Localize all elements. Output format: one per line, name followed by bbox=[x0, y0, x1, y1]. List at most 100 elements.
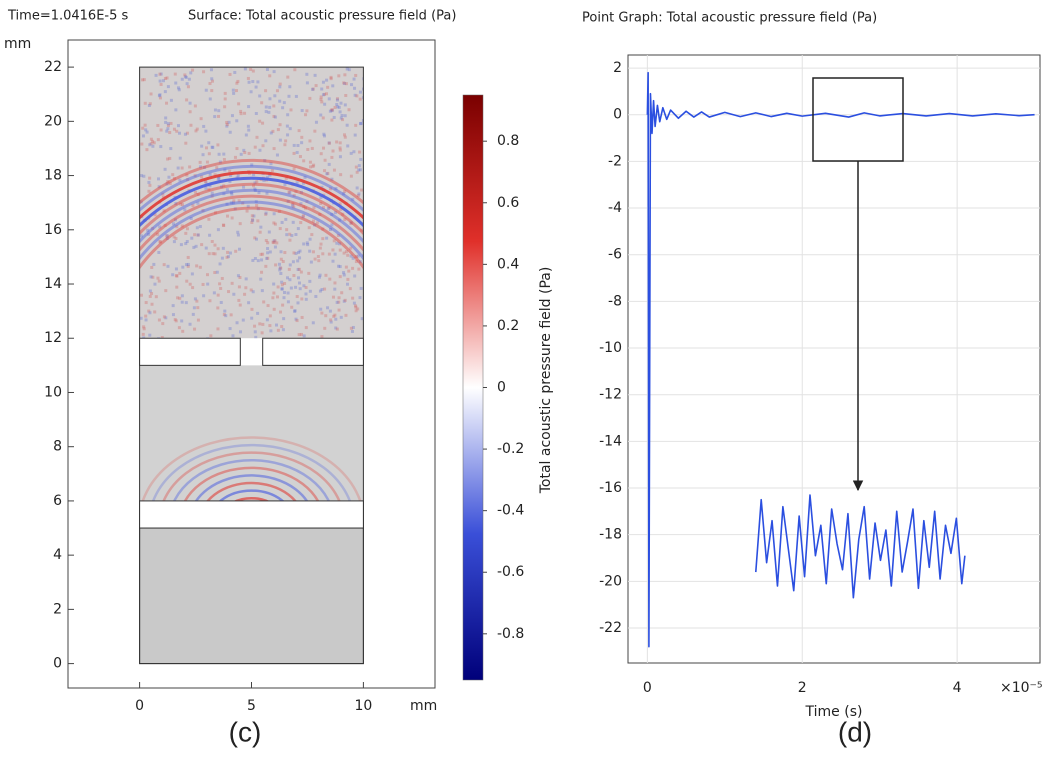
noise bbox=[274, 263, 278, 267]
noise bbox=[185, 227, 189, 231]
noise bbox=[233, 70, 237, 74]
x-tick-label: 0 bbox=[643, 680, 652, 696]
noise bbox=[354, 309, 358, 313]
noise bbox=[361, 96, 364, 100]
noise bbox=[275, 241, 279, 245]
noise bbox=[171, 304, 175, 308]
noise bbox=[180, 166, 184, 170]
noise bbox=[321, 252, 325, 256]
noise bbox=[169, 121, 173, 125]
noise bbox=[323, 287, 327, 291]
noise bbox=[220, 276, 224, 280]
noise bbox=[325, 236, 329, 240]
noise bbox=[146, 228, 150, 232]
noise bbox=[158, 93, 162, 97]
noise bbox=[154, 295, 158, 299]
noise bbox=[328, 309, 332, 313]
noise bbox=[273, 94, 277, 98]
noise bbox=[239, 152, 243, 156]
noise bbox=[329, 318, 333, 322]
noise bbox=[222, 152, 226, 156]
noise bbox=[177, 86, 181, 90]
noise bbox=[265, 175, 269, 179]
noise bbox=[305, 81, 309, 85]
noise bbox=[311, 164, 315, 168]
noise bbox=[354, 73, 358, 77]
noise bbox=[179, 202, 183, 206]
noise bbox=[293, 309, 297, 313]
noise bbox=[238, 276, 242, 280]
noise bbox=[225, 123, 229, 127]
noise bbox=[191, 286, 195, 290]
noise bbox=[305, 199, 309, 203]
noise bbox=[294, 233, 298, 237]
noise bbox=[321, 116, 325, 120]
noise bbox=[264, 212, 268, 216]
noise bbox=[338, 202, 342, 206]
y-tick-label: -12 bbox=[599, 387, 622, 403]
noise bbox=[250, 214, 254, 218]
noise bbox=[244, 133, 248, 137]
noise bbox=[298, 287, 302, 291]
noise bbox=[143, 101, 147, 105]
noise bbox=[166, 180, 170, 184]
noise bbox=[153, 310, 157, 314]
noise bbox=[305, 241, 309, 245]
noise bbox=[261, 322, 265, 326]
noise bbox=[322, 132, 326, 136]
noise bbox=[158, 225, 162, 229]
noise bbox=[259, 252, 263, 256]
noise bbox=[184, 301, 188, 305]
noise bbox=[307, 226, 311, 230]
noise bbox=[280, 220, 284, 224]
noise bbox=[144, 314, 148, 318]
noise bbox=[208, 97, 212, 101]
noise bbox=[343, 135, 347, 139]
noise bbox=[186, 262, 190, 266]
subtitle: Surface: Total acoustic pressure field (… bbox=[188, 9, 456, 24]
noise bbox=[236, 79, 240, 83]
noise bbox=[172, 127, 176, 131]
noise bbox=[183, 75, 187, 79]
noise bbox=[332, 115, 336, 119]
noise bbox=[157, 337, 161, 339]
noise bbox=[249, 288, 253, 292]
noise bbox=[166, 85, 170, 89]
noise bbox=[181, 329, 185, 333]
noise bbox=[173, 218, 177, 222]
y-tick-label: -20 bbox=[599, 573, 622, 589]
noise bbox=[141, 126, 145, 130]
noise bbox=[216, 247, 220, 251]
noise bbox=[213, 115, 217, 119]
noise bbox=[212, 291, 216, 295]
noise bbox=[174, 319, 178, 323]
noise bbox=[326, 207, 330, 211]
noise bbox=[278, 227, 282, 231]
noise bbox=[311, 87, 315, 91]
noise bbox=[186, 85, 190, 89]
noise bbox=[217, 114, 221, 118]
noise bbox=[180, 300, 184, 304]
noise bbox=[351, 266, 355, 270]
noise bbox=[196, 318, 200, 322]
noise bbox=[334, 187, 338, 191]
y-tick-label: 2 bbox=[613, 60, 622, 76]
domain-top bbox=[139, 67, 364, 339]
noise bbox=[306, 147, 310, 151]
noise bbox=[202, 70, 206, 74]
domain-bottom bbox=[139, 527, 364, 665]
noise bbox=[362, 77, 364, 81]
noise bbox=[196, 193, 200, 197]
noise bbox=[345, 67, 349, 71]
noise bbox=[270, 169, 274, 173]
noise bbox=[291, 260, 295, 264]
noise bbox=[298, 256, 302, 260]
noise bbox=[180, 319, 184, 323]
noise bbox=[250, 307, 254, 311]
noise bbox=[260, 331, 264, 335]
noise bbox=[231, 334, 235, 338]
noise bbox=[354, 123, 358, 127]
noise bbox=[191, 204, 195, 208]
noise bbox=[184, 231, 188, 235]
noise bbox=[174, 236, 178, 240]
